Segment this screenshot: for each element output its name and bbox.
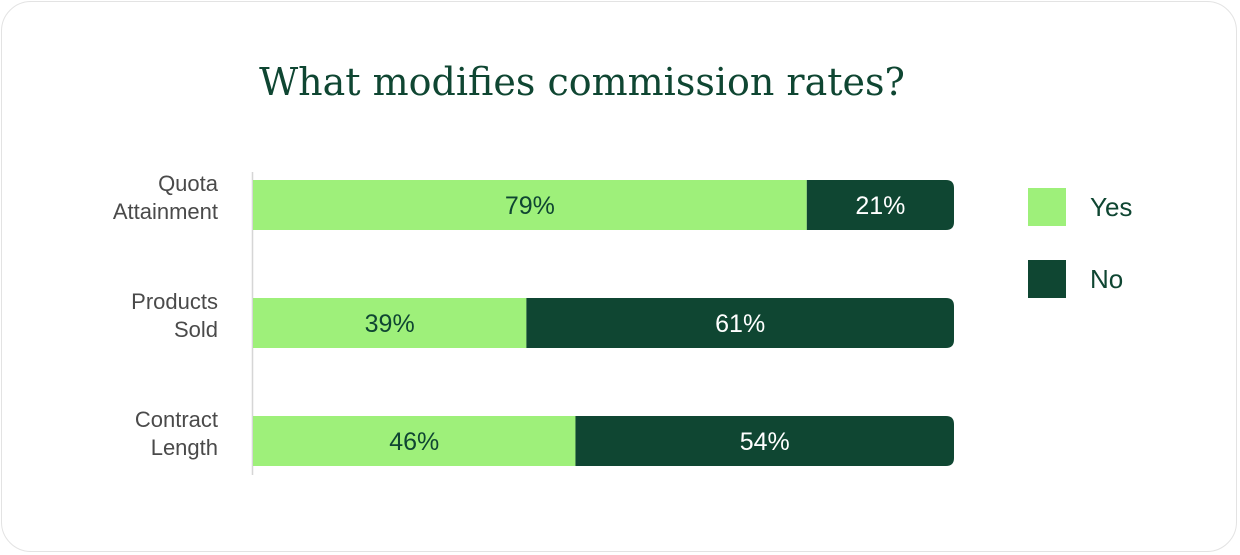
data-label-no: 54%	[740, 428, 790, 456]
legend-label-no: No	[1090, 264, 1124, 294]
data-label-no: 21%	[855, 192, 905, 220]
chart-title: What modifies commission rates?	[259, 60, 905, 104]
legend-label-yes: Yes	[1090, 192, 1133, 222]
category-label: Products	[131, 289, 218, 314]
legend-swatch-yes	[1028, 188, 1066, 226]
legend-swatch-no	[1028, 260, 1066, 298]
bar-segment-no	[806, 180, 954, 230]
bar-segment-yes	[253, 180, 807, 230]
category-label: Contract	[135, 407, 218, 432]
bar-segment-no	[575, 416, 954, 466]
category-label: Attainment	[113, 199, 218, 224]
bar-segment-no	[526, 298, 954, 348]
data-label-no: 61%	[715, 310, 765, 338]
category-label: Quota	[158, 171, 219, 196]
category-label: Sold	[174, 317, 218, 342]
data-label-yes: 39%	[365, 310, 415, 338]
data-label-yes: 46%	[389, 428, 439, 456]
data-label-yes: 79%	[505, 192, 555, 220]
bar-segment-yes	[253, 298, 527, 348]
category-label: Length	[151, 435, 218, 460]
bar-segment-yes	[253, 416, 576, 466]
